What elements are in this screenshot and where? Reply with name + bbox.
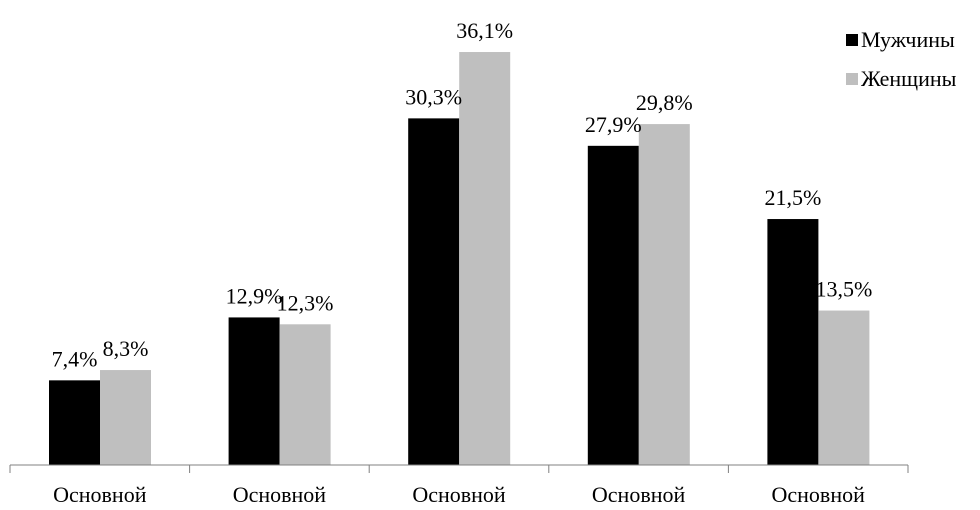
legend-swatch xyxy=(846,73,858,85)
data-label: 12,3% xyxy=(277,290,334,315)
x-tick-label: Основной xyxy=(53,482,147,507)
data-label: 8,3% xyxy=(103,336,149,361)
bar-men xyxy=(767,219,819,465)
bar-men xyxy=(587,145,639,465)
bar-women xyxy=(818,310,870,465)
x-tick-label: Основной xyxy=(412,482,506,507)
bar-men xyxy=(228,317,280,465)
bar-women xyxy=(459,52,511,466)
bar-women xyxy=(279,324,331,465)
legend-swatch xyxy=(846,34,858,46)
data-label: 13,5% xyxy=(815,277,872,302)
data-label: 12,9% xyxy=(226,283,283,308)
x-tick-label: Основной xyxy=(592,482,686,507)
data-label: 36,1% xyxy=(456,18,513,43)
data-labels-group: 7,4% 8,3% 12,9%12,3% 30,3% 36,1% 27,9%29,8% 21… xyxy=(52,18,873,371)
data-label: 7,4% xyxy=(52,346,98,371)
legend: Мужчины Женщины xyxy=(846,27,957,91)
bar-men xyxy=(408,118,460,466)
x-tick-label: Основной xyxy=(772,482,866,507)
legend-label: Женщины xyxy=(861,66,957,91)
data-label: 30,3% xyxy=(405,84,462,109)
x-tick-label: Основной xyxy=(233,482,327,507)
data-label: 21,5% xyxy=(764,185,821,210)
x-axis-tick-labels-group: Основной Основной Основной Основной Основной xyxy=(53,482,865,507)
x-axis-ticks-group xyxy=(9,465,909,473)
bar-women xyxy=(638,124,690,465)
data-label: 27,9% xyxy=(585,112,642,137)
data-label: 29,8% xyxy=(636,90,693,115)
bars-group xyxy=(49,52,870,466)
bar-women xyxy=(100,370,151,465)
legend-label: Мужчины xyxy=(861,27,955,52)
bar-men xyxy=(49,380,100,465)
